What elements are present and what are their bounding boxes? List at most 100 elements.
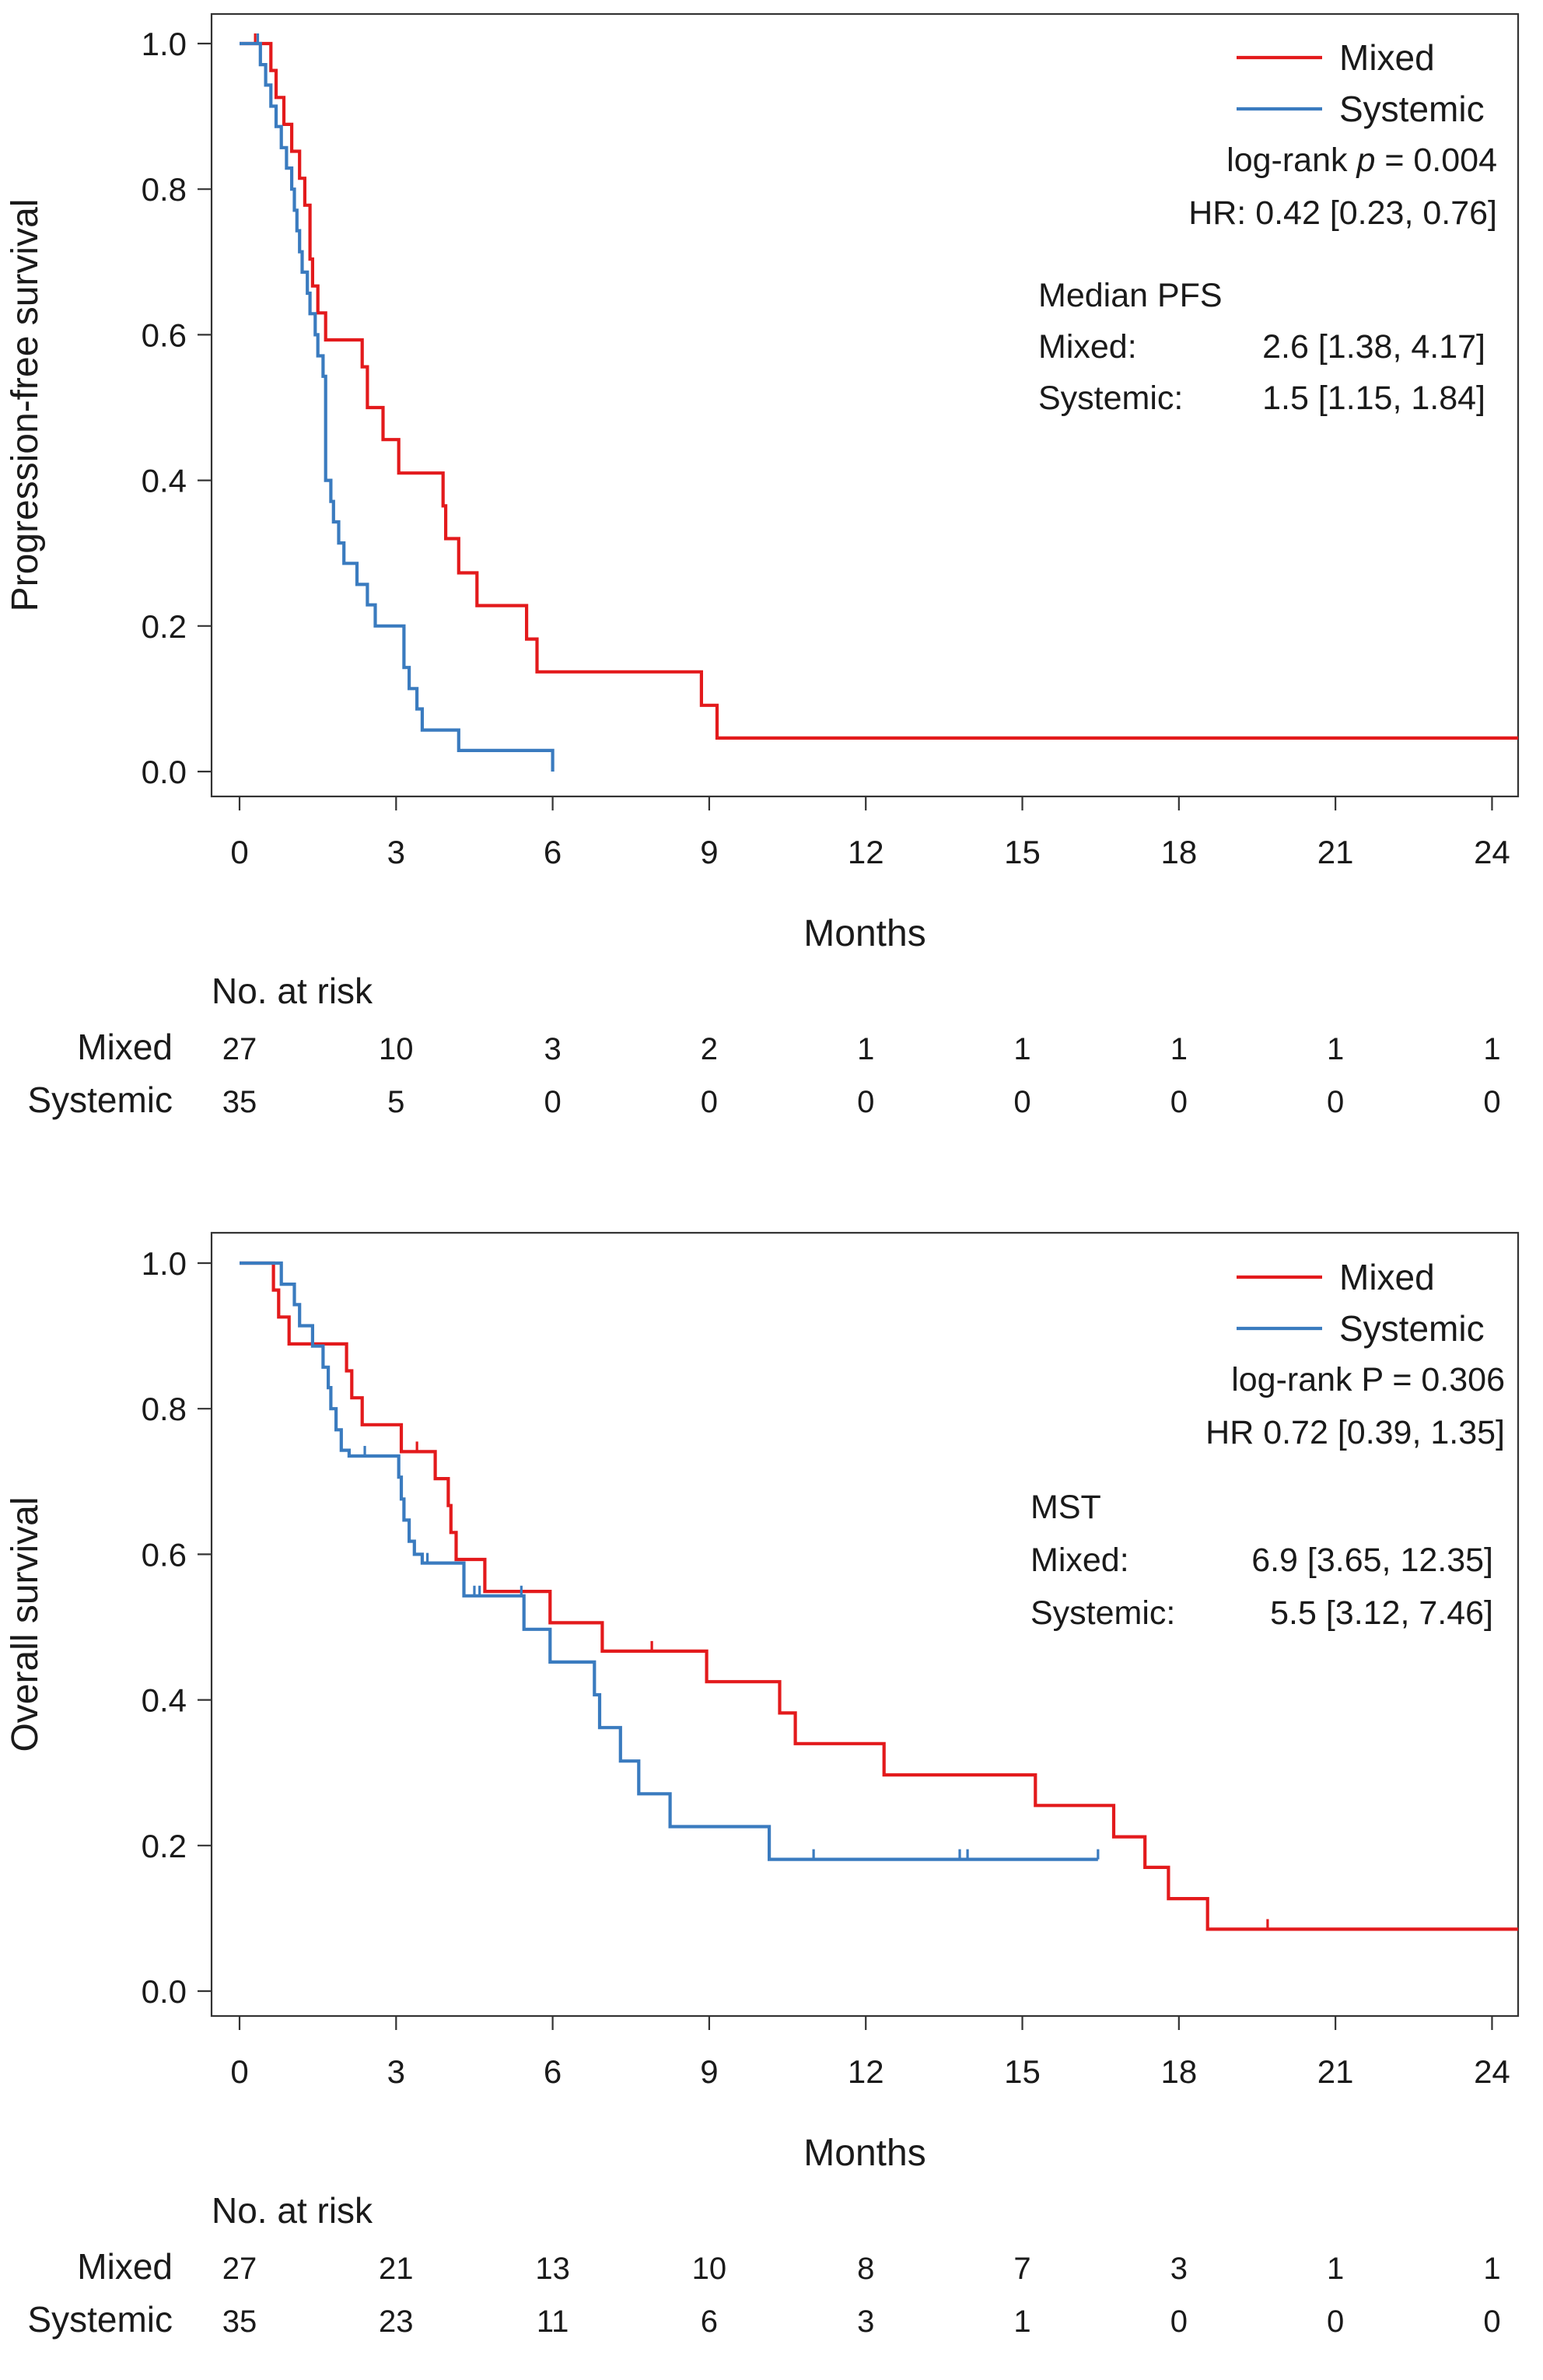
- median-title: MST: [1030, 1489, 1101, 1526]
- legend-label-systemic: Systemic: [1339, 89, 1485, 129]
- risk-row-name: Systemic: [27, 1080, 173, 1120]
- x-tick-label: 18: [1160, 2053, 1197, 2090]
- risk-count: 35: [222, 2305, 257, 2339]
- risk-count: 1: [1483, 1032, 1500, 1066]
- y-tick-label: 0.4: [142, 463, 187, 499]
- risk-count: 1: [1327, 2252, 1344, 2286]
- y-tick-label: 0.6: [142, 1536, 187, 1573]
- hazard-ratio-text: HR 0.72 [0.39, 1.35]: [1205, 1414, 1505, 1451]
- risk-count: 0: [1327, 1085, 1344, 1119]
- risk-count: 3: [857, 2305, 874, 2339]
- risk-count: 13: [535, 2252, 570, 2286]
- median-row-label: Systemic:: [1030, 1594, 1175, 1632]
- risk-count: 27: [222, 1032, 257, 1066]
- median-title: Median PFS: [1038, 277, 1223, 314]
- median-row-label: Mixed:: [1030, 1542, 1129, 1579]
- x-tick-label: 15: [1004, 834, 1041, 870]
- risk-count: 0: [857, 1085, 874, 1119]
- series-line-mixed: [240, 41, 1518, 740]
- risk-count: 27: [222, 2252, 257, 2286]
- risk-count: 1: [1483, 2252, 1500, 2286]
- y-axis-title: Overall survival: [5, 1496, 46, 1752]
- x-tick-label: 0: [230, 2053, 248, 2090]
- risk-count: 0: [1170, 1085, 1188, 1119]
- risk-count: 0: [544, 1085, 561, 1119]
- x-tick-label: 3: [387, 834, 405, 870]
- x-tick-label: 12: [848, 834, 884, 870]
- x-tick-label: 15: [1004, 2053, 1041, 2090]
- risk-count: 3: [544, 1032, 561, 1066]
- risk-table-title: No. at risk: [212, 2190, 373, 2231]
- risk-count: 10: [692, 2252, 727, 2286]
- risk-count: 5: [387, 1085, 404, 1119]
- risk-count: 1: [1013, 2305, 1030, 2339]
- x-tick-label: 0: [230, 834, 248, 870]
- y-tick-label: 1.0: [142, 26, 187, 62]
- y-tick-label: 0.2: [142, 608, 187, 645]
- y-tick-label: 0.8: [142, 1391, 187, 1427]
- risk-count: 11: [537, 2305, 569, 2339]
- risk-count: 0: [1483, 1085, 1500, 1119]
- hazard-ratio-text: HR: 0.42 [0.23, 0.76]: [1188, 194, 1497, 232]
- logrank-text: log-rank p = 0.004: [1226, 142, 1497, 179]
- risk-count: 0: [1483, 2305, 1500, 2339]
- risk-row-name: Systemic: [27, 2299, 173, 2340]
- risk-count: 23: [379, 2305, 414, 2339]
- x-tick-label: 24: [1474, 2053, 1510, 2090]
- risk-count: 1: [1327, 1032, 1344, 1066]
- median-row-value: 5.5 [3.12, 7.46]: [1270, 1594, 1493, 1632]
- y-tick-label: 0.0: [142, 1973, 187, 2010]
- median-row-label: Systemic:: [1038, 380, 1183, 417]
- risk-count: 1: [1013, 1032, 1030, 1066]
- x-tick-label: 21: [1317, 834, 1354, 870]
- legend-label-mixed: Mixed: [1339, 37, 1435, 78]
- risk-count: 0: [1013, 1085, 1030, 1119]
- x-tick-label: 3: [387, 2053, 405, 2090]
- risk-count: 35: [222, 1085, 257, 1119]
- x-tick-label: 24: [1474, 834, 1510, 870]
- risk-count: 8: [857, 2252, 874, 2286]
- risk-table-title: No. at risk: [212, 971, 373, 1011]
- risk-count: 0: [1327, 2305, 1344, 2339]
- risk-count: 1: [857, 1032, 874, 1066]
- median-row-value: 6.9 [3.65, 12.35]: [1251, 1542, 1493, 1579]
- x-tick-label: 9: [700, 2053, 718, 2090]
- x-axis-title: Months: [803, 913, 925, 954]
- risk-count: 0: [1170, 2305, 1188, 2339]
- x-tick-label: 6: [544, 2053, 562, 2090]
- risk-row-name: Mixed: [77, 2246, 173, 2287]
- legend-label-systemic: Systemic: [1339, 1308, 1485, 1349]
- median-row-value: 1.5 [1.15, 1.84]: [1262, 380, 1485, 417]
- risk-count: 3: [1170, 2252, 1188, 2286]
- x-tick-label: 12: [848, 2053, 884, 2090]
- y-tick-label: 0.0: [142, 754, 187, 790]
- pfs-panel: 0.00.20.40.60.81.00 3 6 9 12 15 18 21 24MonthsPr…: [5, 12, 1520, 1120]
- risk-count: 10: [379, 1032, 414, 1066]
- x-tick-label: 21: [1317, 2053, 1354, 2090]
- median-row-label: Mixed:: [1038, 328, 1137, 366]
- y-tick-label: 0.8: [142, 171, 187, 208]
- series-line-systemic: [240, 41, 555, 772]
- os-panel: 0.00.20.40.60.81.00 3 6 9 12 15 18 21 24MonthsOv…: [5, 1231, 1520, 2340]
- risk-count: 6: [701, 2305, 718, 2339]
- y-tick-label: 0.2: [142, 1828, 187, 1864]
- risk-count: 7: [1013, 2252, 1030, 2286]
- risk-count: 21: [379, 2252, 414, 2286]
- plot-frame: [210, 1231, 1520, 2018]
- risk-count: 0: [701, 1085, 718, 1119]
- legend-label-mixed: Mixed: [1339, 1257, 1435, 1297]
- risk-count: 1: [1170, 1032, 1188, 1066]
- series-line-mixed: [240, 1261, 1518, 1931]
- series-line-systemic: [240, 1261, 1098, 1861]
- y-axis-title: Progression-free survival: [5, 199, 46, 612]
- x-axis-title: Months: [803, 2133, 925, 2174]
- y-tick-label: 0.4: [142, 1682, 187, 1719]
- x-tick-label: 18: [1160, 834, 1197, 870]
- y-tick-label: 0.6: [142, 317, 187, 353]
- logrank-text: log-rank P = 0.306: [1231, 1361, 1505, 1398]
- risk-count: 2: [701, 1032, 718, 1066]
- risk-row-name: Mixed: [77, 1027, 173, 1067]
- median-row-value: 2.6 [1.38, 4.17]: [1262, 328, 1485, 366]
- plot-frame: [210, 12, 1520, 798]
